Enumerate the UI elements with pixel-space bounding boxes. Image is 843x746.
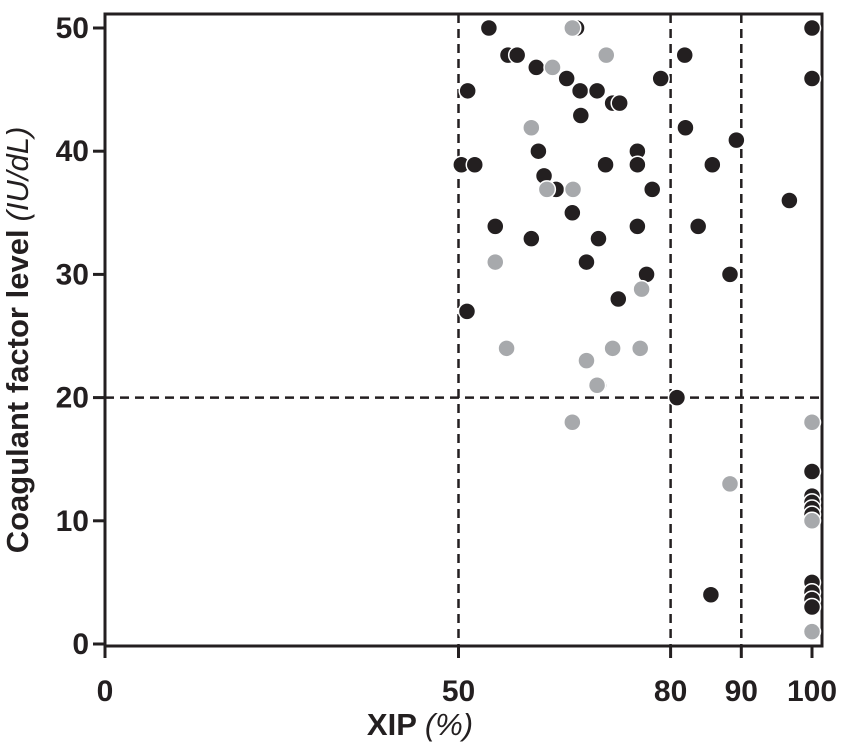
data-point [675,45,694,65]
data-point [497,339,516,358]
y-tick-label: 40 [56,135,89,168]
data-point [543,58,562,77]
data-point [667,388,687,407]
data-point [589,229,608,248]
x-tick-label: 50 [442,675,475,708]
data-point [780,191,799,210]
data-point [529,141,548,161]
data-point [609,289,628,309]
data-point [577,351,596,370]
data-point [537,180,557,199]
data-point [571,106,591,125]
data-point [563,203,582,223]
data-point [587,376,607,395]
data-point [527,58,546,77]
data-point [727,130,746,150]
data-point [577,252,596,272]
data-point [587,81,607,101]
axis-ticks [93,26,814,658]
y-axis-title: Coagulant factor level (IU/dL) [0,127,35,554]
data-point [701,585,721,604]
data-point [651,69,670,88]
x-axis-title: XIP (%) [367,707,473,742]
data-point [458,81,477,101]
data-point [522,229,541,248]
data-point [563,412,582,432]
data-point [802,622,822,641]
data-point [557,69,576,88]
data-point [597,45,616,65]
data-point [676,118,695,138]
tick-labels: 0 50 80 90 100 0 10 20 30 40 50 [56,12,837,708]
data-point [802,412,822,432]
y-tick-label: 30 [56,258,89,291]
data-points [452,18,822,641]
y-tick-label: 50 [56,12,89,45]
data-point [720,265,740,284]
plot-frame [103,12,824,648]
data-point [570,81,590,101]
reference-lines [105,14,822,646]
x-tick-label: 100 [787,675,837,708]
x-axis-unit: (%) [425,707,473,742]
data-point [642,180,662,199]
data-point [802,18,822,38]
data-point [603,339,622,358]
data-point [628,217,647,236]
data-point [479,18,499,38]
data-point [610,93,629,113]
data-point [563,18,582,38]
data-point [486,217,505,236]
data-point [563,180,583,199]
data-point [802,511,822,531]
data-point [802,69,822,88]
y-axis-unit: (IU/dL) [0,127,35,222]
data-point [630,339,650,358]
data-point [802,462,822,481]
data-point [628,155,647,175]
data-point [457,302,477,321]
x-tick-label: 80 [654,675,687,708]
data-point [522,118,541,138]
plot-border [103,12,824,648]
y-tick-label: 20 [56,382,89,415]
data-point [703,155,722,175]
x-axis-label: XIP [367,707,417,742]
x-tick-label: 90 [725,675,758,708]
y-axis-label: Coagulant factor level [0,229,35,553]
x-tick-label: 0 [97,675,114,708]
data-point [632,279,651,299]
data-point [802,597,822,617]
y-tick-label: 10 [56,505,89,538]
data-point [465,155,485,175]
data-point [720,474,740,494]
data-point [507,45,527,65]
data-point [596,155,615,175]
data-point [688,217,708,236]
y-tick-label: 0 [72,628,89,661]
data-point [486,252,505,272]
